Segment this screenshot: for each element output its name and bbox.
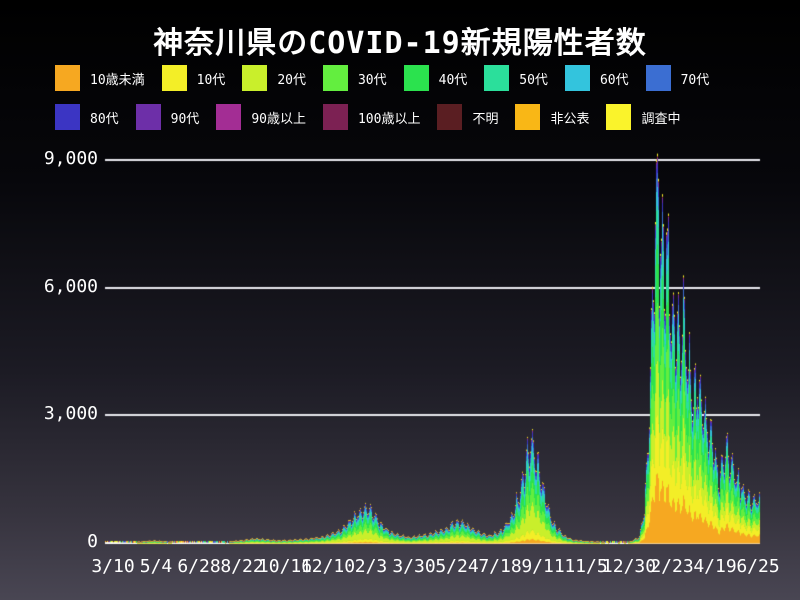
y-tick-label: 9,000 xyxy=(43,148,98,169)
x-tick-label: 6/25 xyxy=(736,556,780,577)
x-tick-label: 10/16 xyxy=(257,556,313,577)
x-tick-label: 5/24 xyxy=(435,556,479,577)
x-tick-label: 6/28 xyxy=(177,556,221,577)
y-tick-label: 0 xyxy=(87,531,98,552)
x-tick-label: 8/22 xyxy=(220,556,264,577)
x-tick-label: 12/10 xyxy=(300,556,356,577)
x-tick-label: 7/18 xyxy=(478,556,522,577)
x-tick-label: 4/19 xyxy=(693,556,737,577)
x-tick-label: 2/23 xyxy=(650,556,694,577)
x-tick-label: 11/5 xyxy=(564,556,608,577)
x-tick-label: 5/4 xyxy=(139,556,173,577)
y-tick-label: 6,000 xyxy=(43,275,98,297)
x-tick-label: 3/10 xyxy=(91,556,135,577)
x-tick-label: 12/30 xyxy=(601,556,657,577)
y-tick-label: 3,000 xyxy=(43,403,98,425)
x-tick-label: 3/30 xyxy=(392,556,436,577)
x-tick-label: 9/11 xyxy=(521,556,565,577)
x-tick-label: 2/3 xyxy=(354,556,388,577)
